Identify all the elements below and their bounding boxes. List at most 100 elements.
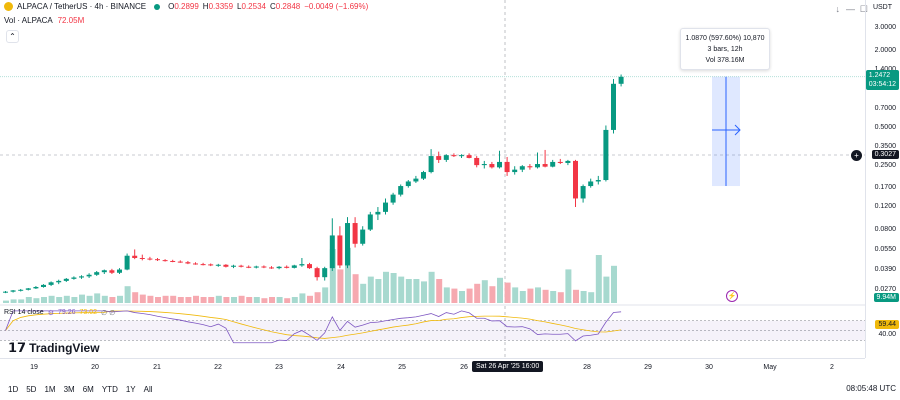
candle-body (588, 181, 594, 187)
volume-bar (512, 287, 519, 303)
range-button-5d[interactable]: 5D (26, 384, 37, 394)
download-icon[interactable]: ↓ (835, 4, 841, 14)
volume-bar (86, 295, 93, 303)
currency-selector[interactable]: USDT (872, 4, 892, 11)
range-bar: 1D 5D 1M 3M 6M YTD 1Y All 08:05:48 UTC (0, 378, 900, 400)
volume-bar (413, 279, 420, 303)
candle-body (405, 181, 411, 187)
price-axis[interactable]: 3.00002.00001.40001.00000.70000.50000.35… (865, 0, 900, 358)
add-alert-icon[interactable]: + (851, 150, 862, 161)
alpaca-logo-icon (4, 2, 13, 11)
candle-body (86, 274, 92, 277)
symbol-title[interactable]: ALPACA / TetherUS · 4h · BINANCE (17, 2, 147, 11)
volume-bar (489, 286, 496, 303)
range-button-1d[interactable]: 1D (8, 384, 19, 394)
candle-body (101, 270, 107, 273)
volume-bar (573, 289, 579, 303)
candle-body (276, 266, 282, 269)
candle-body (451, 155, 457, 157)
ohlc-key: H (202, 2, 209, 11)
candle-body (504, 161, 510, 173)
volume-bar (193, 295, 199, 303)
volume-value: 72.05M (57, 16, 85, 25)
volume-bar (466, 288, 473, 303)
range-button-1m[interactable]: 1M (44, 384, 56, 394)
tradingview-logo[interactable]: 𝟭𝟳 TradingView (8, 340, 100, 356)
clock[interactable]: 08:05:48 UTC (846, 384, 896, 393)
candle-body (25, 288, 31, 290)
volume-bar (383, 271, 389, 303)
candle-body (170, 260, 176, 262)
volume-bar (253, 297, 260, 303)
range-button-1y[interactable]: 1Y (125, 384, 136, 394)
rsi-tag: 59.44 (875, 320, 899, 329)
time-tick-label: 30 (705, 364, 713, 371)
volume-bar (185, 297, 192, 303)
fullscreen-icon[interactable]: ☐ (859, 4, 868, 14)
collapse-legend-button[interactable]: ⌃ (6, 30, 19, 43)
minimize-icon[interactable]: — (846, 4, 855, 14)
range-button-6m[interactable]: 6M (82, 384, 94, 394)
symbol-legend: ALPACA / TetherUS · 4h · BINANCE O0.2899… (4, 2, 372, 11)
candle-body (489, 164, 495, 168)
price-tick-label: 0.7000 (874, 104, 896, 112)
candle-body (345, 223, 350, 266)
range-button-3m[interactable]: 3M (63, 384, 75, 394)
price-tick-label: 0.0390 (874, 265, 896, 273)
volume-tag: 9.94M (873, 293, 899, 302)
volume-bar (390, 273, 397, 303)
volume-bar (41, 297, 47, 303)
price-chart[interactable] (0, 0, 865, 358)
time-tick-label: 19 (30, 364, 38, 371)
time-tick-label: May (763, 364, 777, 371)
volume-bar (284, 298, 291, 303)
volume-bar (550, 291, 557, 303)
candle-body (124, 255, 130, 270)
volume-bar (162, 295, 169, 303)
candle-body (375, 211, 381, 215)
ohlc-value: 0.3359 (208, 2, 234, 11)
candle-body (603, 129, 609, 181)
ohlc-value: 0.2899 (174, 2, 199, 11)
candle-body (284, 266, 290, 268)
volume-bar (238, 295, 245, 303)
volume-bar (459, 291, 465, 303)
candle-body (155, 259, 160, 261)
candle-body (208, 264, 214, 266)
chart-area[interactable] (0, 0, 865, 358)
time-axis[interactable]: 192021222324252627282930May2 (0, 358, 865, 376)
measure-change: 1.0870 (597.60%) 10,870 (685, 35, 765, 42)
candle-body (565, 160, 571, 163)
volume-bar (155, 297, 161, 303)
market-open-dot-icon (154, 3, 161, 10)
volume-bar (261, 298, 268, 303)
volume-bar (345, 247, 351, 303)
volume-bar (307, 295, 313, 303)
candle-body (307, 264, 312, 269)
candle-body (314, 268, 320, 278)
candle-body (185, 262, 191, 264)
candle-body (474, 157, 480, 166)
volume-bar (276, 297, 283, 303)
volume-bar (48, 295, 55, 303)
time-tick-label: 23 (275, 364, 283, 371)
volume-bar (25, 297, 32, 303)
price-tick-label: 0.3500 (874, 143, 896, 151)
candle-body (421, 172, 426, 179)
volume-bar (208, 297, 215, 303)
volume-bar (405, 279, 412, 303)
rsi-settings-icon[interactable]: ⚙ (47, 310, 54, 317)
candle-body (117, 269, 122, 273)
price-tick-label: 0.0270 (874, 286, 896, 293)
range-button-ytd[interactable]: YTD (101, 384, 118, 394)
candle-body (497, 161, 502, 168)
range-button-all[interactable]: All (143, 384, 153, 394)
volume-bar (535, 287, 541, 303)
ohlc-key: O (168, 2, 175, 11)
ohlc-value: −0.0049 (−1.69%) (304, 2, 369, 11)
volume-bar (603, 276, 610, 303)
lightning-icon[interactable]: ⚡ (726, 290, 738, 302)
volume-bar (231, 297, 237, 303)
volume-bar (565, 269, 572, 303)
ohlc-key: C (269, 2, 276, 11)
